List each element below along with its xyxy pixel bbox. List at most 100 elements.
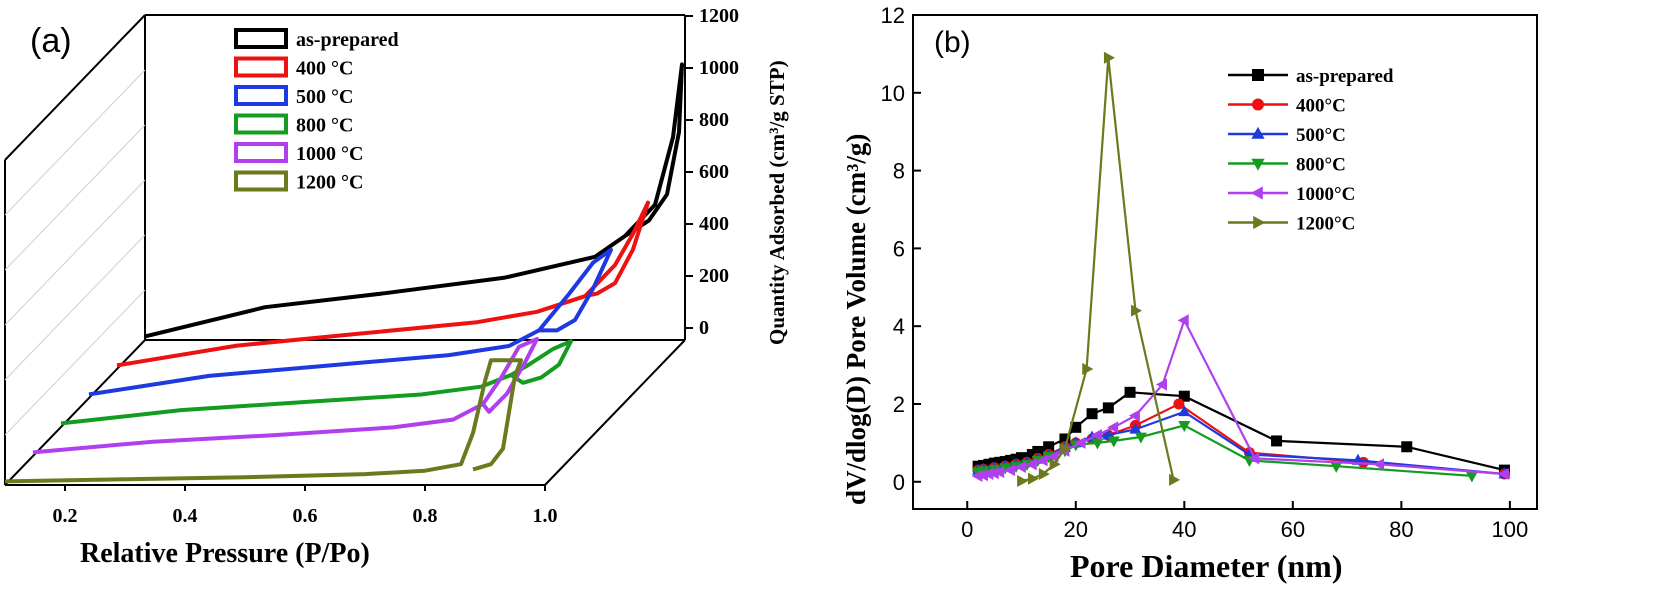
panel-b-x-tick-label: 0: [961, 517, 973, 542]
panel-b-point-1000-c: [1074, 436, 1086, 449]
panel-b-point-1200-c: [1131, 304, 1143, 317]
panel-b-legend-marker-500-c: [1251, 126, 1265, 139]
panel-a-x-tick-label: 0.2: [53, 505, 78, 527]
panel-a-legend-swatch-400-c: [234, 56, 288, 78]
panel-b-point-as-prepared: [1016, 452, 1028, 464]
panel-b-pore-chart: (b) 0 20 40 60 80 100 0 2 4 6 8 10 12 Pore Diameter…: [841, 3, 1538, 584]
panel-b-point-800-c: [1091, 438, 1104, 450]
panel-b-point-as-prepared: [1070, 421, 1082, 433]
panel-b-point-as-prepared: [1401, 441, 1413, 453]
panel-a-isotherm-as-prepared: [144, 62, 684, 339]
panel-b-x-tick-label: 20: [1064, 517, 1088, 542]
panel-b-point-800-c: [999, 463, 1012, 475]
panel-b-y-tick-label: 12: [881, 3, 905, 28]
panel-a-isotherm-800-c: [60, 339, 573, 426]
panel-a-legend: as-prepared 400 °C 500 °C 800 °C 1000 °C 1200…: [234, 28, 399, 194]
panel-b-legend-marker-1200-c: [1253, 215, 1266, 230]
panel-b-point-1000-c: [976, 469, 988, 482]
panel-a-legend-label: 1200 °C: [296, 172, 363, 194]
panel-b-point-as-prepared: [1059, 433, 1071, 445]
panel-b-point-1000-c: [987, 467, 999, 480]
panel-b-point-500-c: [1129, 422, 1142, 434]
panel-b-point-500-c: [1351, 453, 1364, 465]
panel-a-y-tick-label: 600: [699, 161, 729, 183]
panel-a-x-tick-label: 0.4: [173, 505, 198, 527]
panel-b-legend: as-prepared 400°C 500°C 800°C 1000°C 1200°C: [1228, 66, 1394, 235]
panel-b-point-800-c: [1107, 436, 1120, 448]
panel-a-curves: [4, 62, 684, 484]
panel-a-isotherm-1200-c: [4, 358, 523, 484]
panel-a-x-tick-label: 1.0: [533, 505, 558, 527]
panel-b-point-1000-c: [1373, 458, 1385, 471]
panel-b-legend-label: 800°C: [1296, 155, 1346, 176]
panel-b-point-as-prepared: [1271, 435, 1283, 447]
panel-a-isotherm-500-c: [88, 247, 613, 397]
panel-b-legend-marker-400-c: [1252, 98, 1264, 111]
panel-b-point-as-prepared: [1032, 445, 1044, 457]
panel-a-y-tick-label: 1200: [699, 5, 739, 27]
panel-b-y-tick-label: 0: [893, 470, 905, 495]
panel-b-y-tick-label: 4: [893, 314, 905, 339]
panel-b-legend-marker-as-prepared: [1252, 69, 1264, 81]
panel-b-x-tick-label: 80: [1389, 517, 1413, 542]
panel-b-legend-marker-800-c: [1251, 158, 1265, 171]
panel-b-y-tick-label: 8: [893, 159, 905, 184]
panel-b-legend-label: as-prepared: [1296, 66, 1394, 87]
panel-b-plot-frame: [912, 14, 1538, 510]
panel-a-y-tick-label: 200: [699, 265, 729, 287]
panel-b-point-as-prepared: [1043, 441, 1055, 453]
panel-b-legend-label: 400°C: [1296, 96, 1346, 117]
panel-b-point-1200-c: [1049, 458, 1061, 471]
panel-b-point-1000-c: [1128, 409, 1140, 422]
panel-a-legend-swatch-as-prepared: [234, 28, 288, 49]
panel-b-legend-marker-1000-c: [1250, 186, 1263, 200]
panel-b-series: [971, 51, 1511, 488]
panel-a-legend-swatch-1000-c: [234, 142, 288, 163]
panel-b-point-1000-c: [1107, 421, 1119, 434]
panel-b-series-1000-c: [971, 314, 1509, 482]
panel-b-legend-label: 500°C: [1296, 125, 1346, 146]
panel-a-legend-swatch-500-c: [234, 85, 288, 106]
panel-b-point-1000-c: [1025, 458, 1037, 471]
panel-b-point-1000-c: [971, 469, 983, 482]
panel-b-point-1200-c: [1027, 472, 1039, 485]
panel-a-letter: (a): [30, 22, 72, 60]
panel-a-legend-swatch-1200-c: [234, 170, 288, 192]
panel-b-point-800-c: [1134, 432, 1147, 444]
panel-b-point-1200-c: [1038, 467, 1050, 481]
panel-a-y-tick-label: 0: [699, 317, 709, 339]
panel-b-point-800-c: [1330, 461, 1343, 473]
panel-a-y-ticks: 0 200 400 600 800 1000 1200: [685, 5, 739, 339]
panel-b-y-tick-label: 2: [893, 392, 905, 417]
panel-b-series-1200-c: [1017, 51, 1181, 488]
panel-b-point-800-c: [1178, 420, 1191, 432]
panel-a-x-ticks: 0.2 0.4 0.6 0.8 1.0: [53, 485, 558, 527]
panel-b-point-1200-c: [1060, 442, 1072, 455]
panel-b-point-1000-c: [1004, 464, 1016, 477]
panel-b-x-ticks: 0 20 40 60 80 100: [961, 501, 1528, 542]
panel-b-point-500-c: [1178, 405, 1191, 417]
panel-a-legend-swatch-800-c: [234, 113, 288, 135]
panel-a-legend-label: as-prepared: [296, 29, 399, 51]
panel-a-y-tick-label: 800: [699, 109, 729, 131]
panel-a-legend-label: 1000 °C: [296, 143, 363, 165]
panel-a-legend-label: 800 °C: [296, 115, 353, 137]
panel-b-x-tick-label: 60: [1281, 517, 1305, 542]
panel-b-point-1000-c: [1177, 314, 1189, 327]
panel-b-point-1200-c: [1082, 362, 1094, 376]
panel-b-x-axis-label: Pore Diameter (nm): [1070, 548, 1342, 584]
panel-b-point-as-prepared: [1178, 390, 1190, 402]
panel-b-y-tick-label: 6: [893, 236, 905, 261]
panel-a-frame: [4, 14, 686, 486]
panel-b-point-as-prepared: [1102, 402, 1114, 414]
panel-b-point-1000-c: [1036, 454, 1048, 467]
panel-a-y-axis-label: Quantity Adsorbed (cm³/g STP): [765, 60, 789, 345]
panel-a-legend-label: 500 °C: [296, 86, 353, 108]
panel-b-letter: (b): [934, 26, 971, 59]
panel-b-point-1200-c: [1017, 474, 1029, 488]
panel-b-y-axis-label: dV/dlog(D) Pore Volume (cm³/g): [841, 134, 871, 505]
panel-a-isotherm-400-c: [116, 200, 650, 368]
panel-b-point-1000-c: [1014, 460, 1026, 474]
panel-a-x-axis-label: Relative Pressure (P/Po): [80, 538, 370, 569]
